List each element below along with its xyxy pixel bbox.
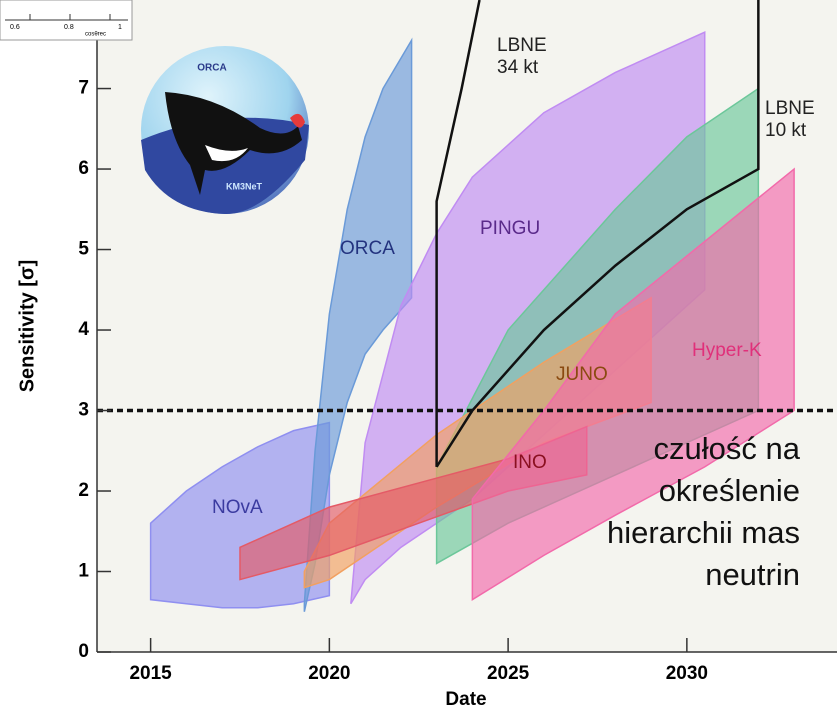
logo-subtitle: KM3NeT xyxy=(226,181,263,191)
y-tick-label: 3 xyxy=(78,400,89,421)
x-tick-label: 2020 xyxy=(308,663,350,684)
line-label: LBNE 34 kt xyxy=(497,35,547,79)
band-label: ORCA xyxy=(340,238,410,260)
y-tick-label: 7 xyxy=(78,78,89,99)
y-tick-label: 4 xyxy=(78,319,89,340)
logo: ORCA KM3NeT xyxy=(141,46,309,214)
inset: 0.6 0.8 1 cosθrec xyxy=(0,0,132,40)
inset-label: cosθrec xyxy=(85,32,106,38)
x-tick-label: 2015 xyxy=(129,663,172,684)
x-axis-label: Date xyxy=(445,689,486,710)
band-label: INO xyxy=(513,452,583,474)
band-label: NOvA xyxy=(212,497,282,519)
band-label: JUNO xyxy=(556,364,626,386)
y-tick-label: 2 xyxy=(78,480,89,501)
logo-title: ORCA xyxy=(197,63,226,74)
x-tick-label: 2025 xyxy=(487,663,530,684)
y-tick-label: 0 xyxy=(78,641,89,662)
inset-tick: 1 xyxy=(118,24,122,31)
page: 0 1 2 3 4 5 6 7 2015 2020 2025 2030 Sensitivity [σ]… xyxy=(0,0,837,717)
band-label: LBNE 10 kt xyxy=(765,98,815,142)
inset-tick: 0.6 xyxy=(10,24,20,31)
inset-tick: 0.8 xyxy=(64,24,74,31)
y-tick-label: 6 xyxy=(78,158,89,179)
y-tick-label: 5 xyxy=(78,239,89,260)
x-tick-label: 2030 xyxy=(666,663,708,684)
y-tick-label: 1 xyxy=(78,561,89,582)
band-label: Hyper-K xyxy=(692,340,762,362)
band-label: PINGU xyxy=(480,218,550,240)
y-axis-label: Sensitivity [σ] xyxy=(16,260,38,393)
